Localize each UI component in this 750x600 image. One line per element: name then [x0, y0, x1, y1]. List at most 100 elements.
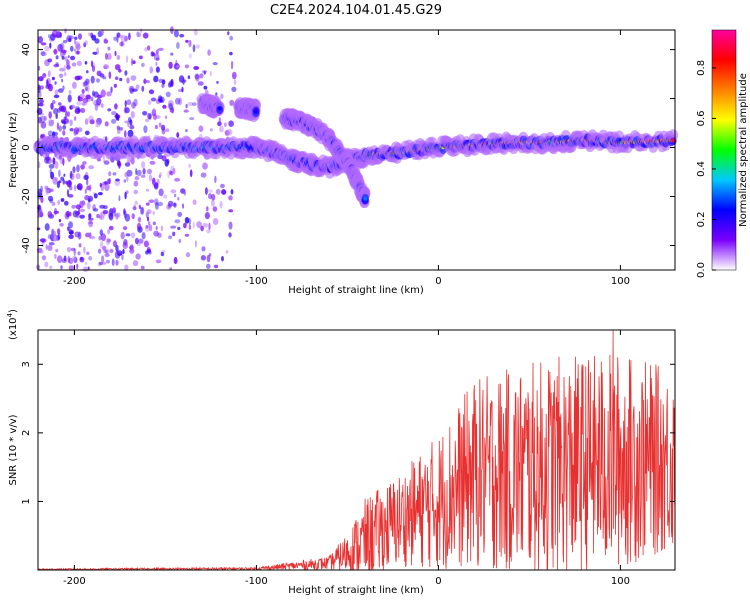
noise-cell — [183, 222, 187, 229]
noise-cell — [154, 198, 159, 206]
noise-cell — [124, 172, 127, 178]
snr-y-axis-label: SNR (10 * v/v) — [8, 414, 19, 485]
noise-cell — [149, 66, 154, 74]
noise-cell — [112, 172, 117, 176]
noise-cell — [52, 108, 59, 115]
noise-cell — [208, 252, 212, 257]
noise-cell — [124, 264, 129, 272]
noise-cell — [48, 188, 54, 193]
noise-cell — [181, 86, 184, 93]
noise-cell — [178, 238, 181, 244]
noise-cell — [75, 43, 81, 51]
noise-cell — [143, 78, 147, 85]
noise-cell — [126, 157, 132, 164]
noise-cell — [100, 89, 106, 98]
noise-cell — [75, 204, 82, 210]
noise-cell — [157, 47, 164, 52]
noise-cell — [188, 53, 193, 59]
noise-cell — [73, 255, 76, 262]
noise-cell — [38, 84, 41, 91]
y-tick-label: 2 — [21, 430, 32, 436]
noise-cell — [108, 212, 114, 221]
noise-cell — [51, 119, 55, 125]
noise-cell — [175, 64, 181, 68]
noise-cell — [145, 225, 149, 229]
noise-cell — [129, 245, 134, 250]
noise-cell — [103, 160, 110, 165]
noise-cell — [170, 225, 177, 229]
noise-cell — [68, 257, 74, 265]
noise-cell — [94, 103, 99, 111]
noise-cell — [38, 99, 44, 104]
noise-cell — [231, 65, 233, 70]
noise-cell — [110, 86, 113, 93]
noise-cell — [138, 204, 141, 210]
noise-cell — [124, 35, 128, 42]
noise-cell — [207, 49, 211, 56]
noise-cell — [77, 127, 83, 132]
noise-cell — [99, 182, 103, 188]
colorbar-tick-label: 0.4 — [696, 161, 707, 177]
colorbar-label: Normalized spectral amplitude — [738, 73, 749, 227]
noise-cell — [141, 85, 145, 92]
noise-cell — [115, 178, 120, 182]
noise-cell — [152, 113, 157, 121]
noise-cell — [184, 217, 190, 224]
noise-cell — [143, 125, 148, 134]
noise-cell — [228, 209, 234, 213]
noise-cell — [86, 70, 89, 74]
noise-cell — [127, 121, 130, 127]
noise-cell — [192, 44, 196, 53]
noise-cell — [90, 96, 94, 102]
noise-cell — [80, 164, 85, 170]
noise-cell — [58, 169, 61, 178]
noise-cell — [152, 221, 156, 226]
noise-cell — [146, 216, 150, 222]
noise-cell — [209, 128, 213, 132]
noise-cell — [48, 83, 53, 92]
noise-cell — [200, 254, 206, 261]
trace-cell — [668, 129, 679, 142]
noise-cell — [80, 201, 86, 206]
noise-cell — [105, 248, 110, 255]
noise-cell — [213, 264, 219, 269]
noise-cell — [58, 125, 62, 132]
snr-scale-close: ) — [8, 309, 19, 313]
colorbar-ticks: 0.0 0.2 0.4 0.6 0.8 — [696, 60, 716, 278]
noise-cell — [76, 100, 82, 106]
snr-scale-label: (x104) — [6, 309, 19, 340]
noise-cell — [155, 259, 162, 264]
noise-cell — [129, 248, 135, 254]
noise-cell — [66, 246, 71, 253]
noise-cell — [63, 173, 66, 177]
noise-cell — [46, 155, 49, 164]
noise-cell — [104, 183, 110, 192]
noise-cell — [38, 65, 41, 71]
noise-cell — [184, 64, 190, 69]
noise-cell — [203, 85, 208, 90]
spectrogram-traces — [33, 93, 679, 209]
noise-cell — [97, 192, 103, 196]
noise-cell — [74, 36, 78, 40]
noise-cell — [88, 255, 93, 261]
noise-cell — [120, 231, 125, 240]
noise-cell — [217, 121, 222, 127]
noise-cell — [67, 111, 70, 117]
noise-cell — [150, 51, 155, 57]
noise-cell — [148, 89, 155, 95]
x-tick-label: 100 — [611, 576, 630, 587]
noise-cell — [67, 55, 70, 59]
noise-cell — [172, 231, 176, 237]
noise-cell — [183, 109, 189, 113]
noise-cell — [72, 81, 77, 89]
noise-cell — [153, 182, 159, 190]
noise-cell — [96, 213, 100, 219]
noise-cell — [55, 62, 59, 66]
noise-cell — [229, 51, 233, 56]
snr-x-axis-label: Height of straight line (km) — [288, 585, 424, 596]
noise-cell — [45, 188, 50, 195]
noise-cell — [74, 75, 81, 81]
noise-cell — [188, 225, 192, 230]
noise-cell — [76, 210, 80, 219]
noise-cell — [56, 181, 61, 189]
